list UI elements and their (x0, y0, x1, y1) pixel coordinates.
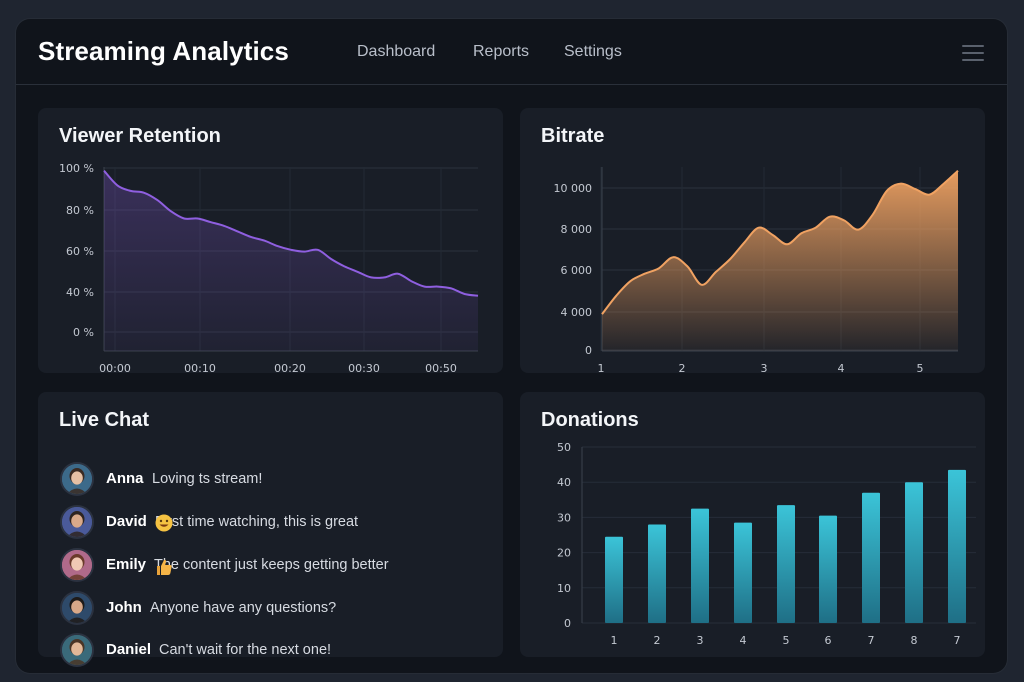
x-tick-label: 00:10 (184, 362, 216, 373)
x-tick-label: 7 (868, 634, 875, 647)
donation-bar (948, 469, 966, 623)
y-tick-label: 10 (557, 582, 571, 595)
x-tick-label: 2 (679, 362, 686, 373)
x-tick-label: 5 (783, 634, 790, 647)
chat-message: John Anyone have any questions? (60, 591, 480, 627)
chat-message-text: Anyone have any questions? (150, 600, 336, 616)
chat-text: Loving ts stream! (152, 471, 263, 487)
x-tick-label: 5 (917, 362, 924, 373)
donation-bar (734, 522, 752, 623)
x-tick-label: 4 (740, 634, 747, 647)
y-tick-label: 8 000 (561, 223, 593, 236)
avatar[interactable] (60, 548, 94, 582)
chat-message: Anna Loving ts stream! (60, 462, 480, 498)
avatar[interactable] (60, 462, 94, 496)
chat-username[interactable]: David (106, 513, 147, 530)
y-tick-label: 10 000 (554, 182, 593, 195)
chat-message-text: Loving ts stream! (152, 471, 262, 487)
live-chat-title: Live Chat (59, 409, 150, 431)
nav-reports[interactable]: Reports (473, 43, 530, 60)
x-tick-label: 1 (598, 362, 605, 373)
donations-card: Donations 50 40 30 20 10 0 1 2 3 4 5 6 7 8 7 (520, 392, 985, 657)
x-tick-label: 3 (697, 634, 704, 647)
chat-username[interactable]: Daniel (106, 641, 152, 658)
nav-dashboard[interactable]: Dashboard (357, 43, 436, 60)
y-tick-label: 0 (585, 344, 592, 357)
donations-title: Donations (541, 409, 639, 431)
x-tick-label: 7 (954, 634, 961, 647)
y-tick-label: 20 (557, 547, 571, 560)
x-tick-label: 00:20 (274, 362, 306, 373)
series-area (104, 170, 478, 351)
donation-bar (777, 505, 795, 623)
app-title: Streaming Analytics (38, 36, 289, 66)
chat-username[interactable]: Anna (106, 470, 144, 487)
x-tick-label: 2 (654, 634, 661, 647)
donation-bar (605, 536, 623, 623)
x-tick-label: 3 (761, 362, 768, 373)
series-area (602, 170, 958, 351)
x-tick-label: 8 (911, 634, 918, 647)
nav-settings[interactable]: Settings (564, 43, 622, 60)
app-window: Streaming Analytics Dashboard Reports Se… (16, 19, 1007, 673)
y-tick-label: 80 % (66, 204, 94, 217)
chat-message: Daniel Can't wait for the next one! (60, 633, 480, 669)
chat-message: Emily The content just keeps getting bett… (60, 548, 480, 584)
series-line (601, 169, 959, 315)
chat-text: First time watching, this is great (155, 514, 359, 530)
donations-chart: 50 40 30 20 10 0 1 2 3 4 5 6 7 8 7 (557, 441, 976, 647)
x-tick-label: 00:30 (348, 362, 380, 373)
live-chat-card: Live Chat Anna Loving ts stream! David Firs… (38, 392, 503, 667)
top-bar: Streaming Analytics Dashboard Reports Se… (16, 19, 1007, 85)
x-tick-label: 6 (825, 634, 832, 647)
avatar[interactable] (60, 505, 94, 539)
y-tick-label: 0 (564, 617, 571, 630)
y-tick-label: 30 (557, 511, 571, 524)
chat-message-text: Can't wait for the next one! (159, 642, 331, 658)
chat-text: Can't wait for the next one! (159, 642, 332, 658)
x-tick-label: 00:00 (99, 362, 131, 373)
chat-username[interactable]: John (106, 599, 142, 616)
y-tick-label: 40 % (66, 286, 94, 299)
donation-bar (862, 492, 880, 623)
hamburger-menu-icon[interactable] (962, 45, 984, 61)
avatar[interactable] (60, 633, 94, 667)
chat-username[interactable]: Emily (106, 556, 147, 573)
chat-message: David First time watching, this is great (60, 505, 480, 541)
y-tick-label: 60 % (66, 245, 94, 258)
bitrate-card: Bitrate 10 000 8 000 6 000 4 000 0 1 2 3 4 5 (520, 108, 985, 373)
chat-text: The content just keeps getting better (154, 557, 389, 573)
donation-bar (691, 508, 709, 623)
y-tick-label: 40 (557, 476, 571, 489)
y-tick-label: 4 000 (561, 306, 593, 319)
y-tick-label: 6 000 (561, 264, 593, 277)
chat-message-text: First time watching, this is great (155, 514, 364, 532)
chat-message-text: The content just keeps getting better (154, 557, 395, 575)
x-tick-label: 1 (611, 634, 618, 647)
chat-text: Anyone have any questions? (150, 600, 337, 616)
retention-chart: 100 % 80 % 60 % 40 % 0 % 00:00 00:10 00:20 00:30… (59, 162, 479, 373)
bitrate-title: Bitrate (541, 125, 605, 147)
y-tick-label: 50 (557, 441, 571, 454)
donation-bar (648, 524, 666, 623)
y-tick-label: 100 % (59, 162, 94, 175)
retention-card: Viewer Retention 100 % 80 % 60 % 40 % 0 % 00:… (38, 108, 503, 373)
retention-title: Viewer Retention (59, 125, 221, 147)
y-tick-label: 0 % (73, 326, 94, 339)
donation-bar (819, 515, 837, 623)
x-tick-label: 4 (838, 362, 845, 373)
avatar[interactable] (60, 591, 94, 625)
bitrate-chart: 10 000 8 000 6 000 4 000 01 2 3 4 5 (554, 167, 959, 373)
x-tick-label: 00:50 (425, 362, 457, 373)
series-line (103, 170, 479, 297)
donation-bar (905, 482, 923, 623)
